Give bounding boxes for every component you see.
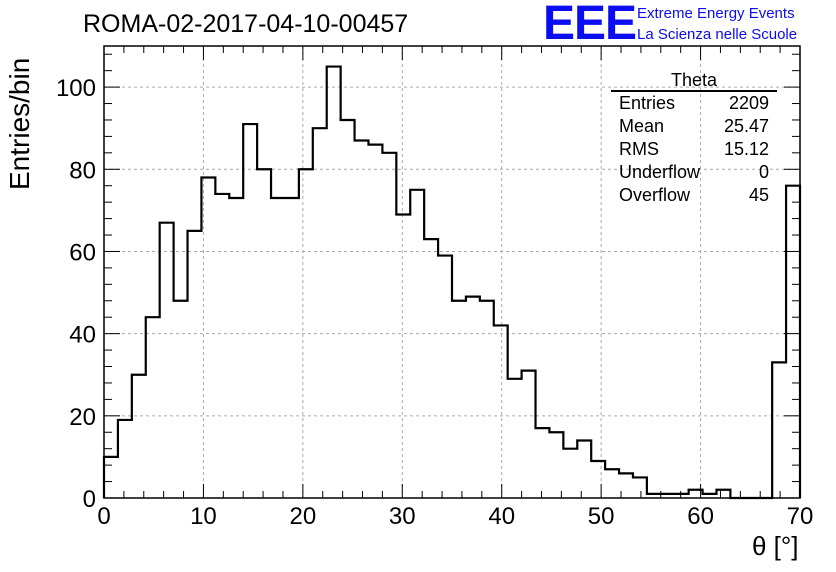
histogram-bin	[438, 256, 452, 498]
histogram-bin	[480, 301, 494, 498]
histogram-bin	[104, 457, 118, 498]
histogram-bin	[313, 128, 327, 498]
y-tick-label: 100	[56, 75, 96, 102]
x-tick-label: 40	[488, 503, 515, 530]
y-axis-label: Entries/bin	[4, 57, 35, 190]
histogram-bin	[772, 362, 786, 498]
y-tick-label: 40	[69, 322, 96, 349]
x-tick-label: 30	[389, 503, 416, 530]
histogram-outline	[102, 65, 802, 500]
histogram-bin	[786, 186, 800, 498]
eee-logo: EEE	[543, 0, 637, 50]
histogram-bin	[188, 231, 202, 498]
stats-label: Overflow	[619, 185, 691, 205]
stats-label: Underflow	[619, 162, 701, 182]
stats-value: 45	[748, 185, 769, 205]
histogram-bin	[229, 198, 243, 498]
logo-line-2: La Scienza nelle Scuole	[637, 26, 798, 43]
histogram-bin	[549, 432, 563, 498]
histogram-bin	[466, 297, 480, 498]
histogram-bin	[410, 190, 424, 498]
histogram-bin	[382, 153, 396, 498]
stats-value: 25.47	[723, 116, 769, 136]
histogram-bin	[452, 301, 466, 498]
x-tick-label: 50	[588, 503, 615, 530]
histogram-bin	[146, 317, 160, 498]
stats-value: 2209	[728, 93, 769, 113]
histogram-bin	[285, 198, 299, 498]
histogram-bin	[577, 440, 591, 498]
histogram-bin	[605, 469, 619, 498]
plot-frame	[103, 45, 801, 499]
histogram-bin	[563, 449, 577, 498]
y-tick-label: 0	[83, 486, 96, 513]
x-axis-label: θ [°]	[752, 531, 799, 561]
histogram-bin	[424, 239, 438, 498]
histogram-bin	[132, 375, 146, 498]
stats-value: 0	[758, 162, 769, 182]
histogram-bin	[494, 325, 508, 498]
histogram-bin	[118, 420, 132, 498]
axis-tick-labels: 0 10 20 30 40 50 60 70 0 20 40 60 80 100	[56, 75, 813, 530]
stats-box: Theta Entries 2209 Mean 25.47 RMS 15.12 …	[611, 70, 777, 207]
stats-label: Mean	[619, 116, 665, 136]
y-tick-label: 80	[69, 157, 96, 184]
histogram-bin	[396, 214, 410, 498]
y-tick-label: 20	[69, 404, 96, 431]
histogram-bin	[368, 145, 382, 498]
axis-ticks	[103, 46, 801, 499]
x-tick-label: 0	[97, 503, 110, 530]
y-tick-label: 60	[69, 239, 96, 266]
histogram-bin	[591, 461, 605, 498]
x-tick-label: 70	[787, 503, 814, 530]
stats-label: Entries	[619, 93, 676, 113]
histogram-bin	[215, 194, 229, 498]
stats-row: Mean 25.47	[611, 115, 777, 138]
histogram-bin	[341, 120, 355, 498]
x-tick-label: 20	[290, 503, 317, 530]
grid-lines	[104, 46, 800, 498]
histogram-bin	[536, 428, 550, 498]
histogram-bars	[102, 65, 802, 500]
stats-row: Underflow 0	[611, 161, 777, 184]
stats-title: Theta	[611, 70, 777, 92]
histogram-bin	[716, 490, 730, 498]
histogram-bin	[355, 141, 369, 498]
histogram-bin	[160, 223, 174, 498]
stats-row: Overflow 45	[611, 184, 777, 207]
histogram-bin	[243, 124, 257, 498]
histogram-bin	[174, 301, 188, 498]
stats-label: RMS	[619, 139, 659, 159]
run-title: ROMA-02-2017-04-10-00457	[83, 10, 409, 38]
histogram-bin	[633, 477, 647, 498]
histogram-bin	[522, 371, 536, 498]
x-tick-label: 60	[687, 503, 714, 530]
stats-row: Entries 2209	[611, 92, 777, 115]
histogram-bin	[271, 198, 285, 498]
histogram-bin	[508, 379, 522, 498]
logo-line-1: Extreme Energy Events	[637, 5, 795, 22]
stats-value: 15.12	[723, 139, 769, 159]
stats-row: RMS 15.12	[611, 138, 777, 161]
x-tick-label: 10	[190, 503, 217, 530]
histogram-bin	[327, 67, 341, 498]
